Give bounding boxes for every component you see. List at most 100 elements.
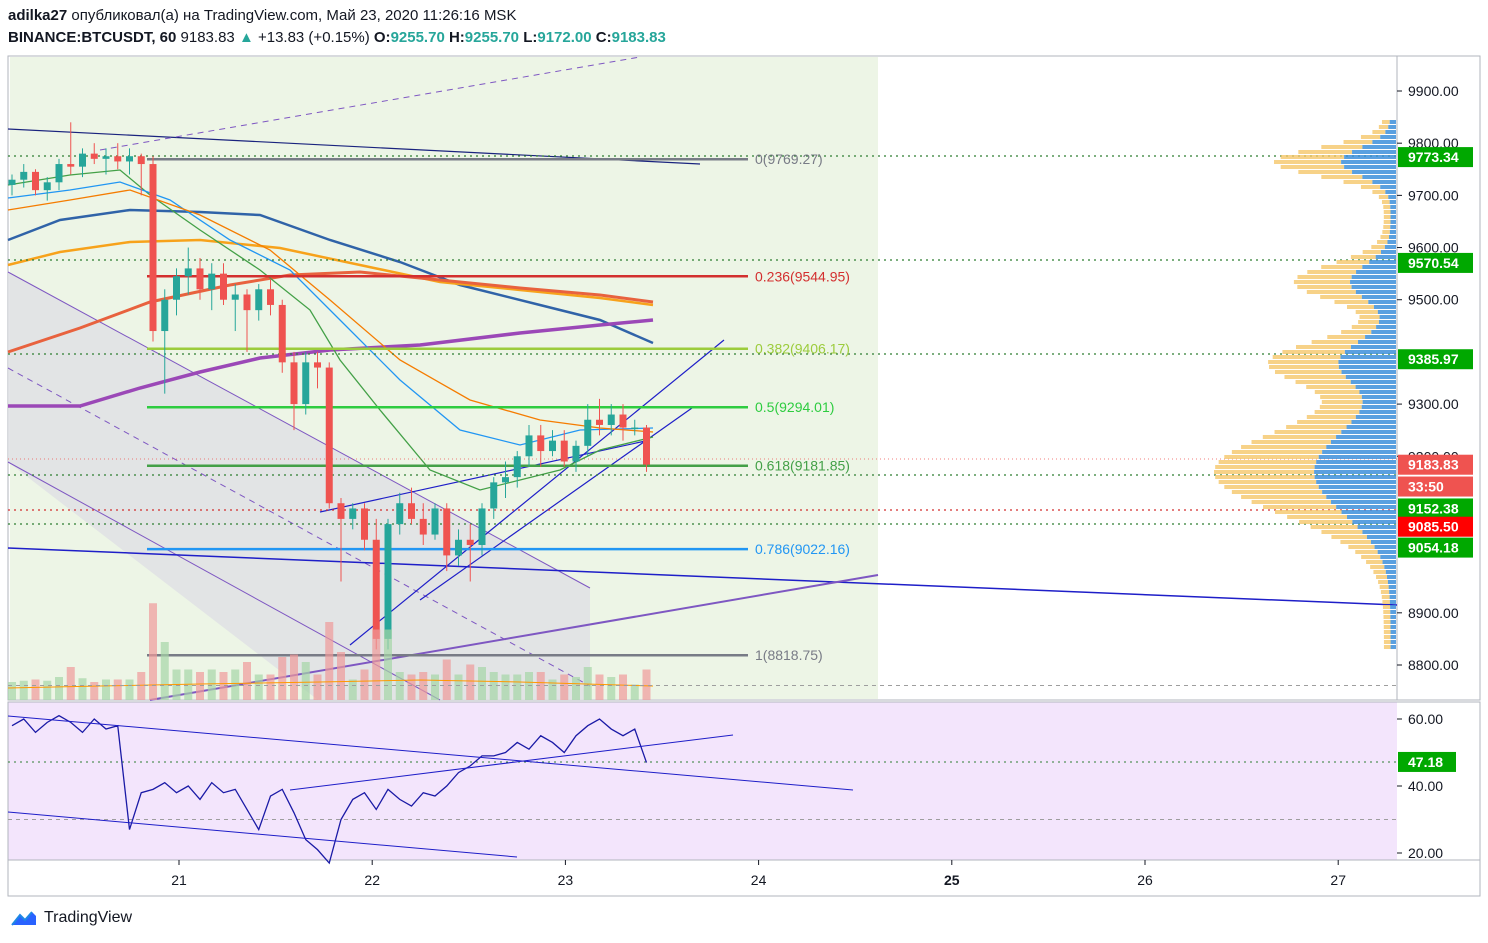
volume-bar [642,669,651,700]
volume-profile-bar [1359,410,1396,414]
volume-profile-bar [1331,535,1367,539]
volume-bar [337,652,345,700]
price-axis [1396,55,1481,701]
volume-profile-bar [1345,375,1396,379]
price-tag [1398,349,1473,370]
volume-profile-bar [1241,495,1327,499]
candle-body [255,289,263,311]
volume-profile-bar [1360,135,1381,139]
price-tick-label: 8800.00 [1408,657,1459,673]
volume-profile-bar [1231,450,1323,454]
volume-profile-bar [1358,340,1396,344]
volume-profile-bar [1338,360,1396,364]
volume-profile-bar [1390,225,1396,229]
volume-profile-bar [1383,625,1391,629]
volume-bar [137,672,146,700]
candle-body [361,508,368,540]
volume-profile-bar [1351,275,1396,279]
volume-bar [219,672,228,700]
candle-body [67,164,75,167]
volume-profile-bar [1343,180,1373,184]
rsi-value-tag [1398,751,1456,772]
volume-bar [43,680,52,700]
volume-profile-bar [1297,420,1352,424]
volume-bar [442,659,451,700]
volume-profile-bar [1344,155,1396,159]
price-tick-label: 9900.00 [1408,83,1459,99]
volume-bar [619,674,627,700]
volume-bar [360,669,369,700]
candle-body [196,268,204,290]
ma-green-fast [7,169,654,491]
volume-bar [90,682,99,700]
volume-profile-bar [1380,235,1390,239]
ma-orange [7,238,654,307]
candle-body [466,539,474,545]
rsi-tick-label: 40.00 [1408,778,1443,794]
volume-profile-bar [1336,505,1396,509]
volume-profile-bar [1383,635,1391,639]
candle-body [184,268,192,277]
volume-bar [313,674,322,700]
volume-bar [8,682,16,700]
volume-profile-bar [1383,630,1391,634]
candle-body [278,304,286,363]
volume-bar [290,654,298,700]
price-tag [1398,454,1473,475]
candle-body [20,171,28,180]
author-name[interactable]: adilka27 [8,7,68,24]
symbol-info: BINANCE:BTCUSDT, 60 9183.83 ▲ +13.83 (+0… [8,29,666,46]
volume-bar [536,672,545,700]
volume-profile-bar [1362,400,1396,404]
volume-profile-bar [1388,585,1396,589]
price-tag [1398,147,1473,168]
volume-profile-bar [1381,120,1390,124]
candle-body [384,524,392,639]
volume-profile-bar [1390,605,1396,609]
volume-profile-bar [1382,560,1396,564]
candle-body [325,367,333,504]
volume-profile-bar [1369,260,1396,264]
ma-purple [8,318,654,408]
candle-body [8,179,16,185]
volume-profile-bar [1390,610,1396,614]
price-tick-label: 9500.00 [1408,292,1459,308]
volume-bar [489,672,498,700]
volume-profile-bar [1274,510,1342,514]
volume-profile-bar [1213,470,1315,474]
candle-body [396,503,404,525]
volume-profile-bar [1344,350,1396,354]
volume-profile-bar [1368,300,1396,304]
volume-profile-bar [1383,615,1391,619]
volume-profile-bar [1390,635,1396,639]
candle-body [549,440,556,452]
volume-profile-bar [1348,545,1375,549]
volume-profile-bar [1295,380,1351,384]
close-value: 9183.83 [611,29,666,46]
price-tag [1398,516,1473,537]
volume-profile-bar [1306,415,1356,419]
volume-profile-bar [1321,145,1363,149]
volume-profile-bar [1360,185,1381,189]
time-tick-label: 21 [171,872,187,888]
price-tag-label: 9183.83 [1408,457,1459,473]
candle-body [337,503,345,519]
volume-profile-bar [1318,455,1396,459]
candle-body [161,299,169,332]
last-price: 9183.83 [180,29,235,46]
volume-profile-bar [1381,250,1396,254]
tradingview-branding[interactable]: TradingView [10,909,132,927]
volume-profile-bar [1326,495,1396,499]
candle-body [431,508,439,535]
time-tick-label: 23 [558,872,574,888]
candle-body [302,362,310,405]
candle-body [137,156,145,165]
volume-profile-bar [1298,150,1353,154]
volume-profile-bar [1390,210,1396,214]
candle-body [372,539,380,639]
volume-profile-bar [1383,645,1391,649]
volume-profile-bar [1362,250,1382,254]
open-value: 9255.70 [390,29,445,46]
volume-profile-bar [1366,560,1383,564]
